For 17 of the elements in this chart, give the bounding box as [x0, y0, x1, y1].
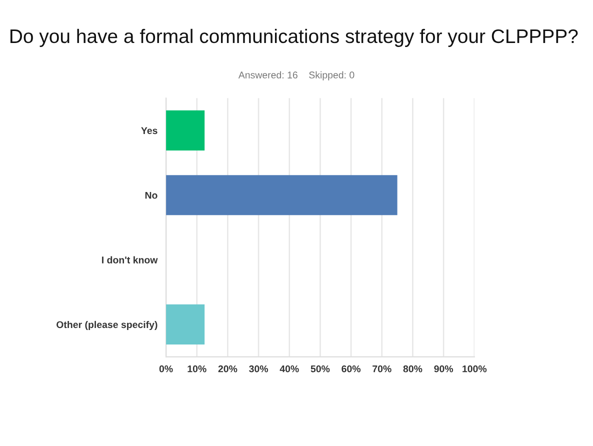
x-tick-label: 70%: [372, 365, 392, 372]
y-tick-label: Other (please specify): [56, 320, 158, 330]
y-tick-label: I don't know: [102, 256, 158, 264]
chart-title: Do you have a formal communications strategy for your CLPPPP?: [10, 28, 578, 47]
y-tick-label: Yes: [141, 127, 158, 134]
x-tick-label: 80%: [403, 365, 422, 372]
chart-subtitle: Answered: 16 Skipped: 0: [238, 71, 354, 80]
x-tick-label: 30%: [249, 365, 268, 372]
x-tick-label: 40%: [280, 365, 299, 372]
x-tick-label: 10%: [188, 365, 206, 372]
x-tick-label: 100%: [462, 365, 487, 372]
x-tick-label: 50%: [310, 365, 330, 372]
x-tick-label: 20%: [218, 365, 238, 372]
x-tick-label: 0%: [159, 365, 173, 372]
y-tick-label: No: [145, 192, 158, 199]
x-tick-label: 90%: [434, 365, 454, 372]
x-tick-label: 60%: [342, 365, 361, 372]
